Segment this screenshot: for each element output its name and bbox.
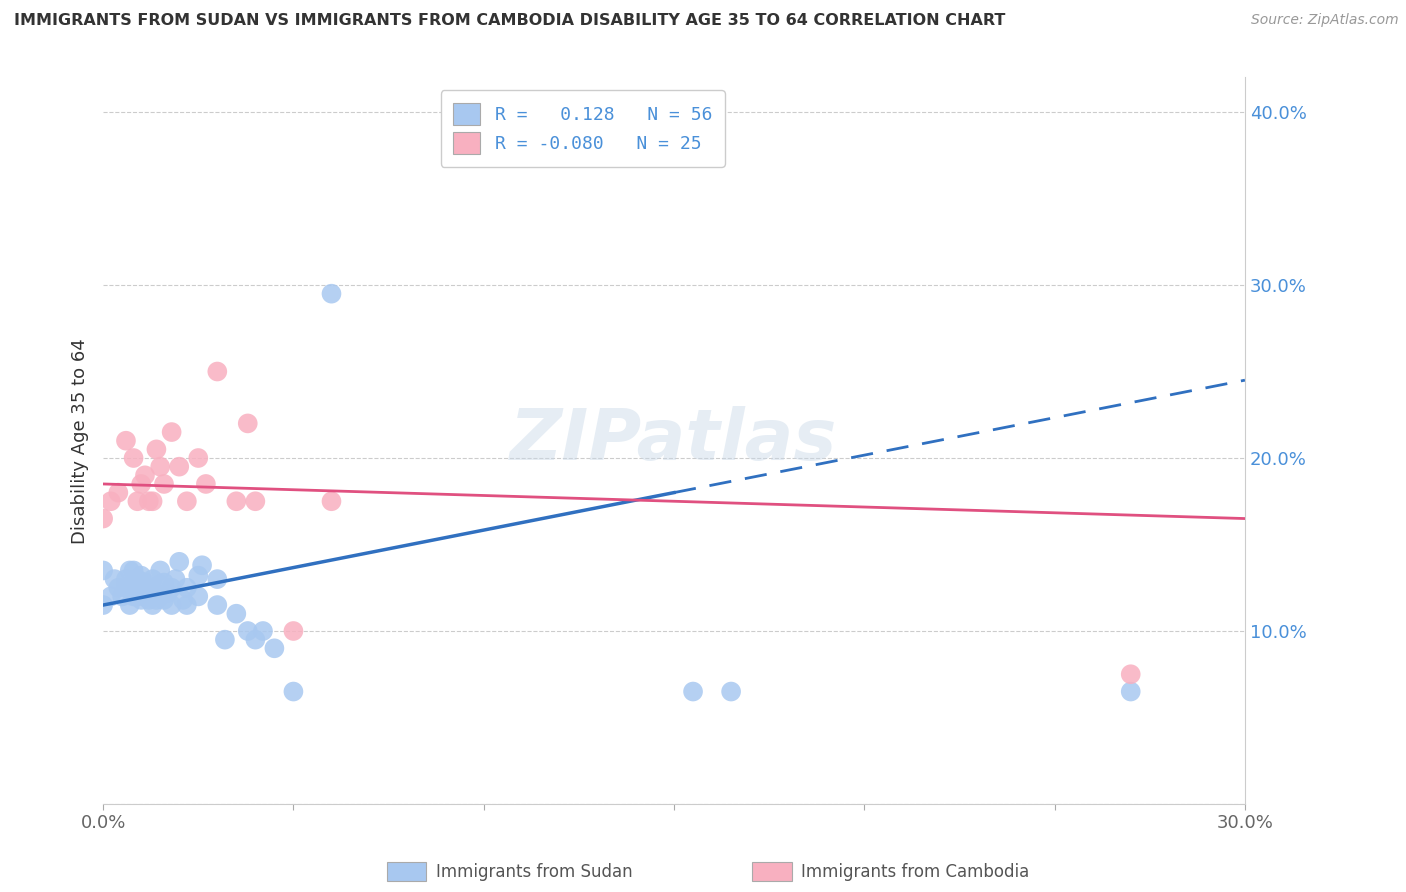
Point bbox=[118, 598, 141, 612]
Y-axis label: Disability Age 35 to 64: Disability Age 35 to 64 bbox=[72, 338, 89, 543]
Point bbox=[194, 477, 217, 491]
Point bbox=[127, 590, 149, 604]
Point bbox=[207, 598, 229, 612]
Point bbox=[225, 494, 247, 508]
Text: Immigrants from Cambodia: Immigrants from Cambodia bbox=[801, 863, 1029, 881]
Point bbox=[160, 425, 183, 439]
Point bbox=[122, 575, 145, 590]
Point bbox=[122, 564, 145, 578]
Point bbox=[207, 364, 229, 378]
Point bbox=[187, 450, 209, 465]
Point bbox=[156, 586, 179, 600]
Point bbox=[172, 592, 194, 607]
Point bbox=[129, 568, 152, 582]
Point bbox=[103, 572, 125, 586]
Point bbox=[176, 598, 198, 612]
Point bbox=[1119, 667, 1142, 681]
Point bbox=[225, 607, 247, 621]
Point bbox=[176, 581, 198, 595]
Point bbox=[214, 632, 236, 647]
Point bbox=[145, 442, 167, 457]
Point bbox=[118, 581, 141, 595]
Point bbox=[245, 494, 267, 508]
Legend: R =   0.128   N = 56, R = -0.080   N = 25: R = 0.128 N = 56, R = -0.080 N = 25 bbox=[440, 90, 725, 167]
Point bbox=[115, 434, 138, 448]
Text: Immigrants from Sudan: Immigrants from Sudan bbox=[436, 863, 633, 881]
Point bbox=[142, 572, 165, 586]
Point bbox=[129, 477, 152, 491]
Point bbox=[134, 590, 156, 604]
Point bbox=[91, 598, 114, 612]
Point bbox=[283, 624, 305, 638]
Point bbox=[145, 592, 167, 607]
Point bbox=[153, 592, 176, 607]
Point bbox=[283, 684, 305, 698]
Point bbox=[191, 558, 214, 573]
Point bbox=[129, 592, 152, 607]
Point bbox=[107, 485, 129, 500]
Point bbox=[165, 572, 187, 586]
Point bbox=[160, 598, 183, 612]
Point bbox=[321, 494, 343, 508]
Point bbox=[142, 598, 165, 612]
Point bbox=[720, 684, 742, 698]
Point bbox=[252, 624, 274, 638]
Point bbox=[149, 459, 172, 474]
Point bbox=[142, 586, 165, 600]
Point bbox=[122, 590, 145, 604]
Point bbox=[236, 417, 259, 431]
Point bbox=[236, 624, 259, 638]
Point bbox=[91, 564, 114, 578]
Point bbox=[111, 590, 134, 604]
Point bbox=[115, 581, 138, 595]
Point bbox=[263, 641, 285, 656]
Point bbox=[1119, 684, 1142, 698]
Point bbox=[149, 577, 172, 591]
Text: ZIPatlas: ZIPatlas bbox=[510, 406, 838, 475]
Point bbox=[142, 494, 165, 508]
Point bbox=[100, 590, 122, 604]
Point bbox=[153, 477, 176, 491]
Point bbox=[138, 494, 160, 508]
Point bbox=[127, 494, 149, 508]
Point bbox=[129, 581, 152, 595]
Point bbox=[91, 511, 114, 525]
Text: IMMIGRANTS FROM SUDAN VS IMMIGRANTS FROM CAMBODIA DISABILITY AGE 35 TO 64 CORREL: IMMIGRANTS FROM SUDAN VS IMMIGRANTS FROM… bbox=[14, 13, 1005, 29]
Point bbox=[167, 555, 190, 569]
Point bbox=[682, 684, 704, 698]
Point bbox=[321, 286, 343, 301]
Point bbox=[187, 568, 209, 582]
Point bbox=[153, 575, 176, 590]
Point bbox=[138, 592, 160, 607]
Point bbox=[160, 581, 183, 595]
Point bbox=[122, 450, 145, 465]
Point bbox=[127, 572, 149, 586]
Point bbox=[100, 494, 122, 508]
Point bbox=[115, 572, 138, 586]
Point bbox=[245, 632, 267, 647]
Point bbox=[134, 468, 156, 483]
Point bbox=[176, 494, 198, 508]
Point bbox=[149, 564, 172, 578]
Point bbox=[167, 459, 190, 474]
Point bbox=[134, 575, 156, 590]
Point bbox=[207, 572, 229, 586]
Point bbox=[149, 590, 172, 604]
Text: Source: ZipAtlas.com: Source: ZipAtlas.com bbox=[1251, 13, 1399, 28]
Point bbox=[138, 581, 160, 595]
Point bbox=[187, 590, 209, 604]
Point bbox=[107, 581, 129, 595]
Point bbox=[118, 564, 141, 578]
